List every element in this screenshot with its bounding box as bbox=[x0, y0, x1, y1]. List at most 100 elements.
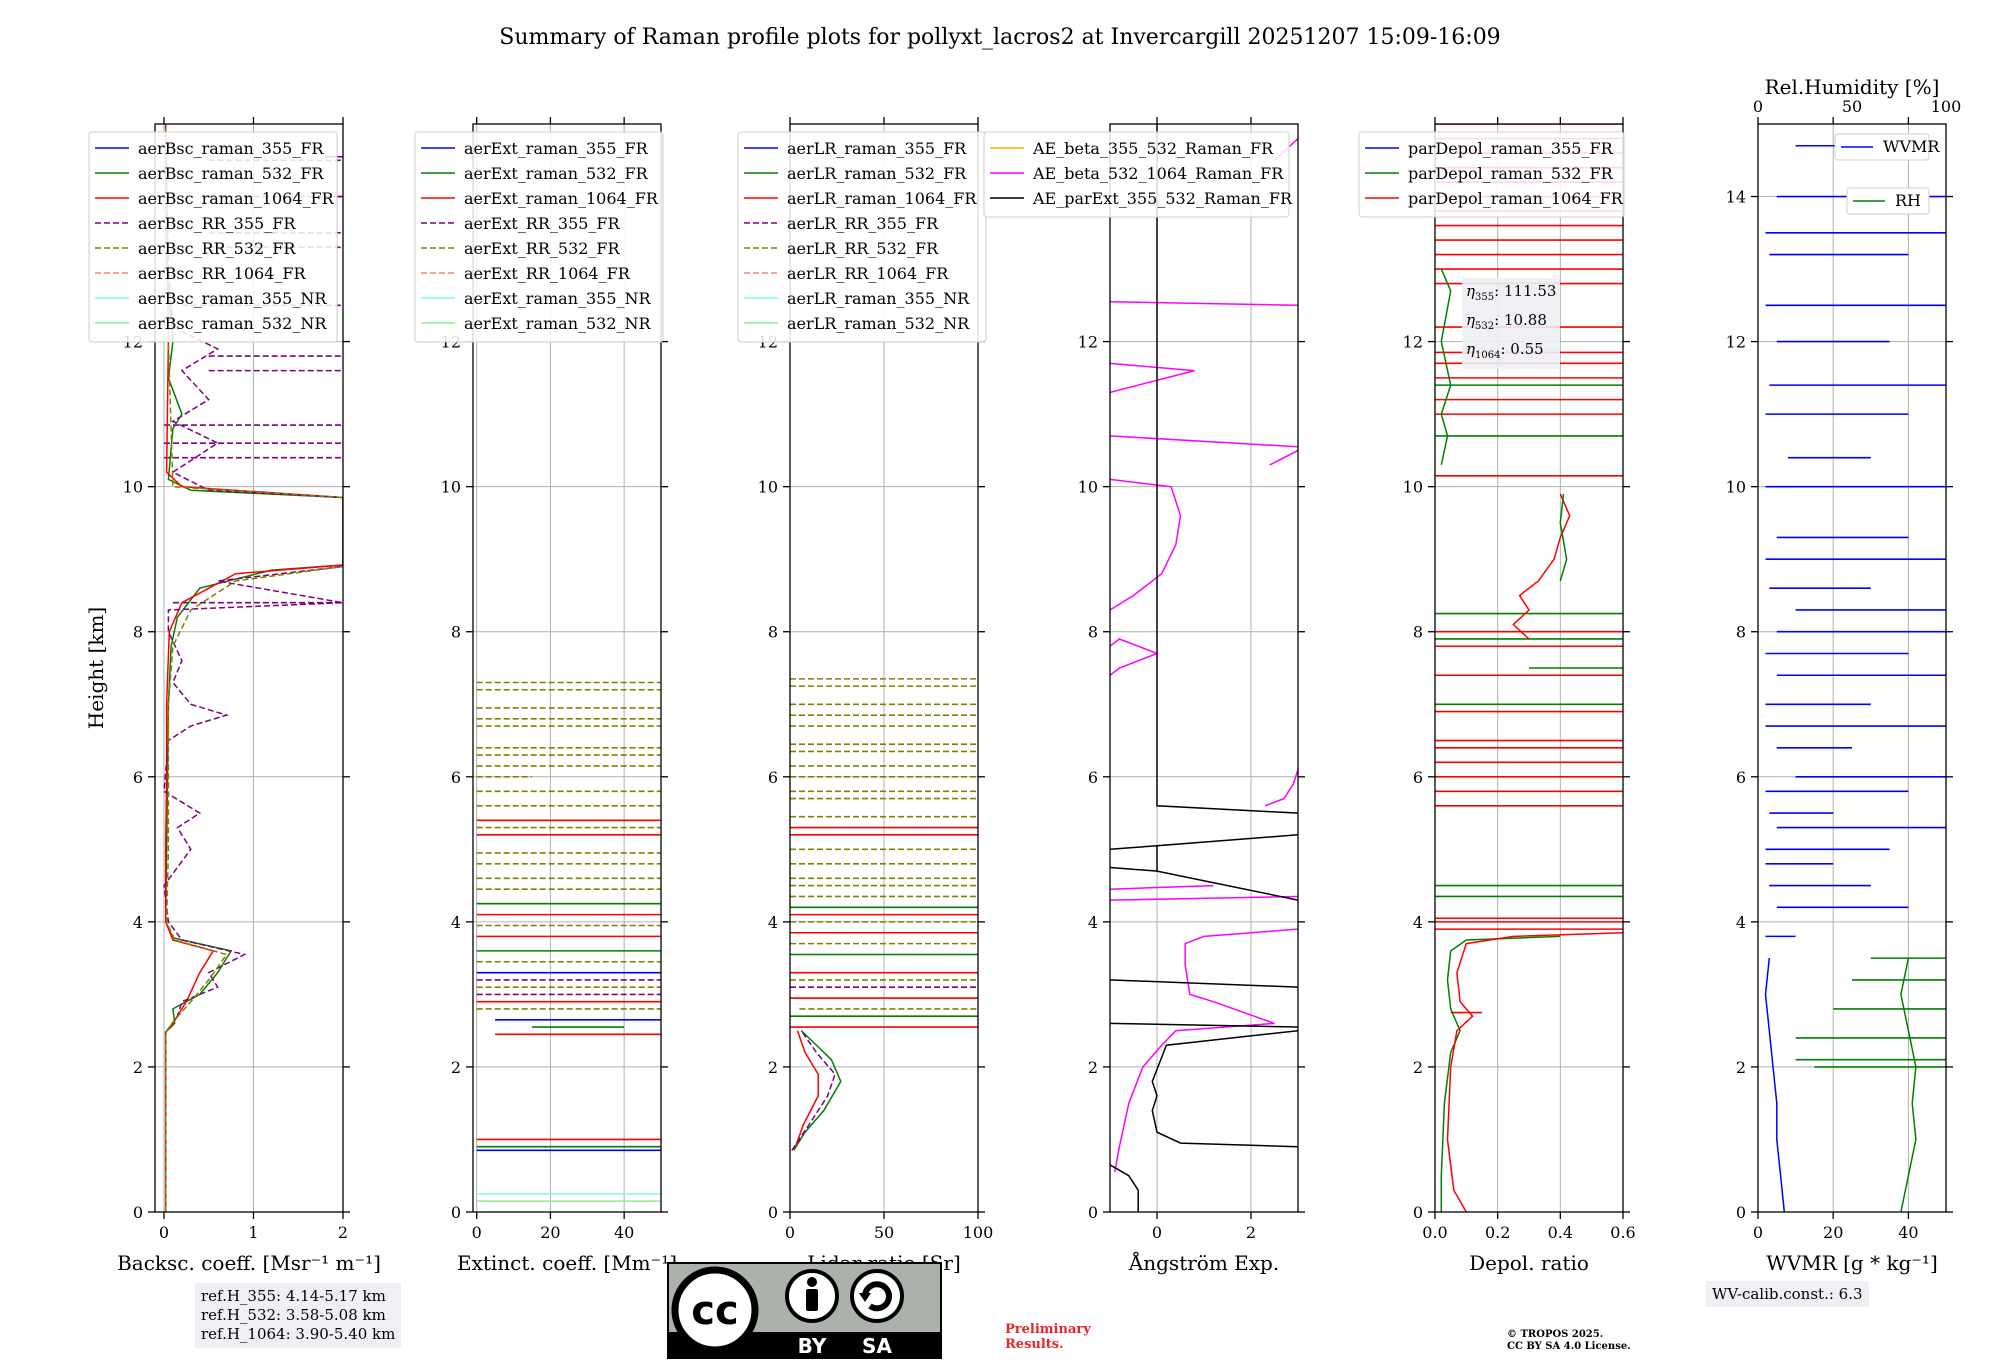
legend-ang: AE_beta_355_532_Raman_FR AE_beta_532_1064… bbox=[983, 131, 1293, 218]
xtick-label-dep-0.6: 0.6 bbox=[1610, 1223, 1635, 1242]
series-ang-4 bbox=[1110, 638, 1160, 676]
legend-label-ext-3: aerExt_RR_355_FR bbox=[464, 214, 621, 233]
ytick-label-ang-4: 4 bbox=[1088, 913, 1098, 932]
ytick-label-ang-8: 8 bbox=[1088, 623, 1098, 642]
ytick-label-bsc-10: 10 bbox=[123, 478, 143, 497]
xtick-label-lr-50: 50 bbox=[874, 1223, 894, 1242]
ytick-label-dep-10: 10 bbox=[1403, 478, 1423, 497]
sa-icon bbox=[850, 1269, 904, 1323]
series-ang-5 bbox=[1110, 478, 1182, 611]
ytick-label-ang-12: 12 bbox=[1078, 333, 1098, 352]
series-ang-7 bbox=[1269, 449, 1298, 466]
legend-box-1 bbox=[1846, 187, 1930, 215]
legend-box-bsc bbox=[88, 131, 338, 343]
legend-label-ext-4: aerExt_RR_532_FR bbox=[464, 239, 621, 258]
xlabel-dep: Depol. ratio bbox=[1469, 1251, 1589, 1275]
ref-height-532: ref.H_532: 3.58-5.08 km bbox=[201, 1306, 386, 1324]
legend-lr: aerLR_raman_355_FR aerLR_raman_532_FR aerL… bbox=[737, 131, 987, 343]
panel-dep: 0 2 4 6 8 10 12 0.0 0.2 0.4 0.6 Depol. ratio parDepo… bbox=[1358, 117, 1636, 1275]
legend-label-bsc-2: aerBsc_raman_1064_FR bbox=[138, 189, 335, 208]
legend-label-bsc-0: aerBsc_raman_355_FR bbox=[138, 139, 324, 158]
by-icon-head bbox=[807, 1277, 817, 1287]
preliminary-note: Preliminary Results. bbox=[1005, 1322, 1091, 1352]
legend-label-dep-1: parDepol_raman_532_FR bbox=[1408, 164, 1614, 183]
xtick-label-wv-20: 20 bbox=[1823, 1223, 1843, 1242]
legend-label-lr-0: aerLR_raman_355_FR bbox=[787, 139, 967, 158]
top-xtick-label-50: 50 bbox=[1842, 97, 1862, 116]
series-ang-14 bbox=[1110, 979, 1298, 988]
series-dep-4 bbox=[1440, 268, 1452, 466]
ytick-label-lr-8: 8 bbox=[768, 623, 778, 642]
ytick-label-lr-0: 0 bbox=[768, 1203, 778, 1222]
xtick-label-ang-0: 0 bbox=[1152, 1223, 1162, 1242]
series-lr-2 bbox=[791, 1030, 836, 1151]
xtick-label-bsc-0: 0 bbox=[159, 1223, 169, 1242]
series-ang-9 bbox=[1110, 300, 1298, 307]
frame-bsc bbox=[154, 123, 344, 1213]
legend-label-ext-6: aerExt_raman_355_NR bbox=[464, 289, 652, 308]
ytick-label-bsc-6: 6 bbox=[133, 768, 143, 787]
frame-ext bbox=[472, 123, 662, 1213]
legend-wv: WVMR RH bbox=[1834, 133, 1940, 215]
copyright-note: © TROPOS 2025. CC BY SA 4.0 License. bbox=[1507, 1329, 1631, 1353]
preliminary-line-1: Preliminary bbox=[1005, 1322, 1091, 1337]
xtick-label-dep-0.0: 0.0 bbox=[1422, 1223, 1447, 1242]
eta-1064: η1064: 0.55 bbox=[1466, 340, 1544, 361]
series-ang-6 bbox=[1110, 435, 1298, 448]
xtick-label-lr-0: 0 bbox=[785, 1223, 795, 1242]
series-ang-12 bbox=[1151, 1029, 1298, 1148]
eta-532: η532: 10.88 bbox=[1466, 311, 1547, 332]
xlabel-ang: Ångström Exp. bbox=[1128, 1250, 1279, 1275]
ytick-label-ext-8: 8 bbox=[451, 623, 461, 642]
ytick-label-bsc-8: 8 bbox=[133, 623, 143, 642]
legend-label-lr-3: aerLR_RR_355_FR bbox=[787, 214, 939, 233]
legend-box-dep bbox=[1358, 131, 1625, 218]
preliminary-line-2: Results. bbox=[1005, 1337, 1064, 1352]
series-dep-1 bbox=[1446, 931, 1623, 1212]
series-ang-3 bbox=[1264, 769, 1298, 807]
frame-ang bbox=[1109, 123, 1299, 1213]
data-ang bbox=[1110, 124, 1298, 1212]
eta-1064-value: 0.55 bbox=[1510, 340, 1544, 358]
series-ang-16 bbox=[1156, 834, 1298, 872]
ytick-label-ang-0: 0 bbox=[1088, 1203, 1098, 1222]
legend-label-bsc-3: aerBsc_RR_355_FR bbox=[138, 214, 296, 233]
series-dep-2 bbox=[1512, 493, 1571, 640]
ytick-label-lr-10: 10 bbox=[758, 478, 778, 497]
copyright-line-2: CC BY SA 4.0 License. bbox=[1507, 1341, 1631, 1352]
series-lr-1 bbox=[794, 1030, 819, 1147]
ytick-label-ext-6: 6 bbox=[451, 768, 461, 787]
frame-dep bbox=[1434, 123, 1624, 1213]
ytick-label-dep-2: 2 bbox=[1413, 1058, 1423, 1077]
ytick-label-wv-14: 14 bbox=[1726, 188, 1746, 207]
ytick-label-ang-6: 6 bbox=[1088, 768, 1098, 787]
ytick-label-ang-10: 10 bbox=[1078, 478, 1098, 497]
copyright-line-1: © TROPOS 2025. bbox=[1507, 1329, 1604, 1340]
legend-label-dep-2: parDepol_raman_1064_FR bbox=[1408, 189, 1624, 208]
cc-logo-circle bbox=[671, 1266, 759, 1354]
legend-box-ext bbox=[414, 131, 664, 343]
panel-bsc: 024681012012Backsc. coeff. [Msr⁻¹ m⁻¹]He… bbox=[84, 117, 381, 1275]
panel-lr: 024681012050100Lidar ratio [Sr]aerLR_ram… bbox=[737, 117, 993, 1275]
xtick-label-dep-0.4: 0.4 bbox=[1548, 1223, 1573, 1242]
ytick-label-dep-8: 8 bbox=[1413, 623, 1423, 642]
legend-label-lr-5: aerLR_RR_1064_FR bbox=[787, 264, 949, 283]
ytick-label-wv-4: 4 bbox=[1736, 913, 1746, 932]
series-wv-1 bbox=[1900, 957, 1917, 1212]
xlabel-wv: WVMR [g * kg⁻¹] bbox=[1766, 1251, 1938, 1275]
legend-box-0 bbox=[1834, 133, 1930, 161]
xtick-label-wv-40: 40 bbox=[1898, 1223, 1918, 1242]
ytick-label-ext-0: 0 bbox=[451, 1203, 461, 1222]
frame-wv bbox=[1757, 123, 1947, 1213]
legend-dep: parDepol_raman_355_FR parDepol_raman_532_… bbox=[1358, 131, 1625, 218]
ytick-label-bsc-2: 2 bbox=[133, 1058, 143, 1077]
by-label: BY bbox=[798, 1334, 827, 1358]
legend-label-ext-0: aerExt_raman_355_FR bbox=[464, 139, 649, 158]
xlabel-ext: Extinct. coeff. [Mm⁻¹] bbox=[457, 1251, 677, 1275]
cc-logo-text: cc bbox=[691, 1288, 738, 1334]
legend-label-bsc-5: aerBsc_RR_1064_FR bbox=[138, 264, 307, 283]
series-wv-0 bbox=[1764, 958, 1786, 1212]
legend-label-bsc-4: aerBsc_RR_532_FR bbox=[138, 239, 296, 258]
